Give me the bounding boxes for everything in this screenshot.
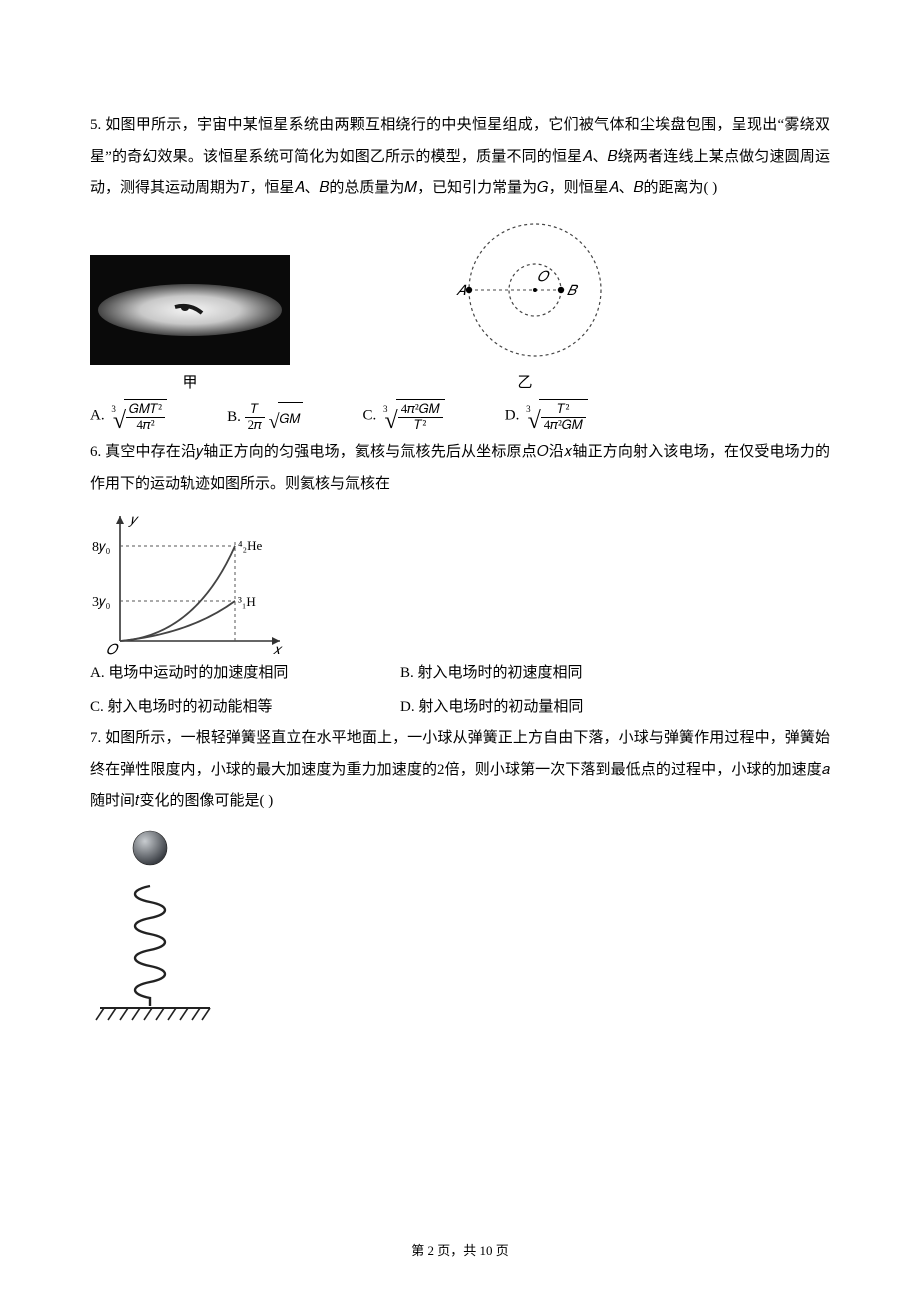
- svg-text:⁴₂He: ⁴₂He: [238, 538, 262, 553]
- root-arg: 𝐺𝑀: [278, 402, 303, 432]
- frac-num: 4𝜋²𝐺𝑀: [398, 402, 443, 417]
- svg-text:𝐴: 𝐴: [456, 284, 467, 299]
- nebula-image: [90, 255, 290, 365]
- q6-graph: 𝑦 𝑥 𝑂 8𝑦₀ 3𝑦₀ ⁴₂He ³₁H: [90, 506, 830, 656]
- q5-options: A. 3√𝐺𝑀𝑇²4𝜋² B. 𝑇2𝜋 √𝐺𝑀 C. 3√4𝜋²𝐺𝑀𝑇² D. …: [90, 399, 830, 434]
- q5-opt-b: B. 𝑇2𝜋 √𝐺𝑀: [227, 402, 302, 434]
- q5-opt-a: A. 3√𝐺𝑀𝑇²4𝜋²: [90, 399, 167, 434]
- q5-text: 5. 如图甲所示，宇宙中某恒星系统由两颗互相绕行的中央恒星组成，它们被气体和尘埃…: [90, 110, 830, 205]
- q5-fig-right: 𝐴 𝑂 𝐵 乙: [430, 215, 620, 395]
- frac-den: 𝑇²: [398, 418, 443, 432]
- svg-text:3𝑦₀: 3𝑦₀: [92, 595, 111, 610]
- q6-text: 6. 真空中存在沿𝑦轴正方向的匀强电场，氦核与氚核先后从坐标原点𝑂沿𝑥轴正方向射…: [90, 437, 830, 500]
- opt-label: A.: [90, 407, 105, 423]
- page-footer: 第 2 页，共 10 页: [0, 1237, 920, 1264]
- q5-caption-left: 甲: [182, 371, 197, 395]
- svg-text:𝑂: 𝑂: [106, 643, 119, 656]
- frac-den: 4𝜋²: [126, 418, 165, 432]
- svg-text:𝑥: 𝑥: [273, 643, 283, 656]
- frac-num: 𝑇: [245, 402, 265, 417]
- q7-diagram: [90, 826, 830, 1026]
- opt-label: C.: [363, 407, 377, 423]
- q5-opt-d: D. 3√𝑇²4𝜋²𝐺𝑀: [505, 399, 588, 434]
- frac-num: 𝐺𝑀𝑇²: [126, 402, 165, 417]
- opt-label: B.: [227, 409, 241, 425]
- root-index: 3: [526, 400, 531, 419]
- q5-opt-c: C. 3√4𝜋²𝐺𝑀𝑇²: [363, 399, 445, 434]
- svg-text:³₁H: ³₁H: [238, 594, 256, 609]
- svg-text:𝑂: 𝑂: [537, 270, 550, 285]
- q5-caption-right: 乙: [517, 371, 532, 395]
- svg-text:8𝑦₀: 8𝑦₀: [92, 540, 111, 555]
- q6-opt-b: B. 射入电场时的初速度相同: [400, 658, 830, 690]
- svg-text:𝐵: 𝐵: [567, 284, 579, 299]
- q6-opt-a: A. 电场中运动时的加速度相同: [90, 658, 400, 690]
- opt-label: D.: [505, 407, 520, 423]
- svg-text:𝑦: 𝑦: [128, 513, 139, 528]
- frac-num: 𝑇²: [541, 402, 586, 417]
- q5-fig-left: 甲: [90, 255, 290, 395]
- frac-den: 2𝜋: [245, 418, 265, 432]
- root-index: 3: [111, 400, 116, 419]
- q6-options: A. 电场中运动时的加速度相同 B. 射入电场时的初速度相同 C. 射入电场时的…: [90, 658, 830, 723]
- q6-opt-d: D. 射入电场时的初动量相同: [400, 692, 830, 724]
- q6-opt-c: C. 射入电场时的初动能相等: [90, 692, 400, 724]
- q5-figures: 甲 𝐴 𝑂 𝐵 乙: [90, 215, 830, 395]
- binary-star-diagram: 𝐴 𝑂 𝐵: [430, 215, 620, 365]
- q7-text: 7. 如图所示，一根轻弹簧竖直立在水平地面上，一小球从弹簧正上方自由下落，小球与…: [90, 723, 830, 818]
- root-index: 3: [383, 400, 388, 419]
- frac-den: 4𝜋²𝐺𝑀: [541, 418, 586, 432]
